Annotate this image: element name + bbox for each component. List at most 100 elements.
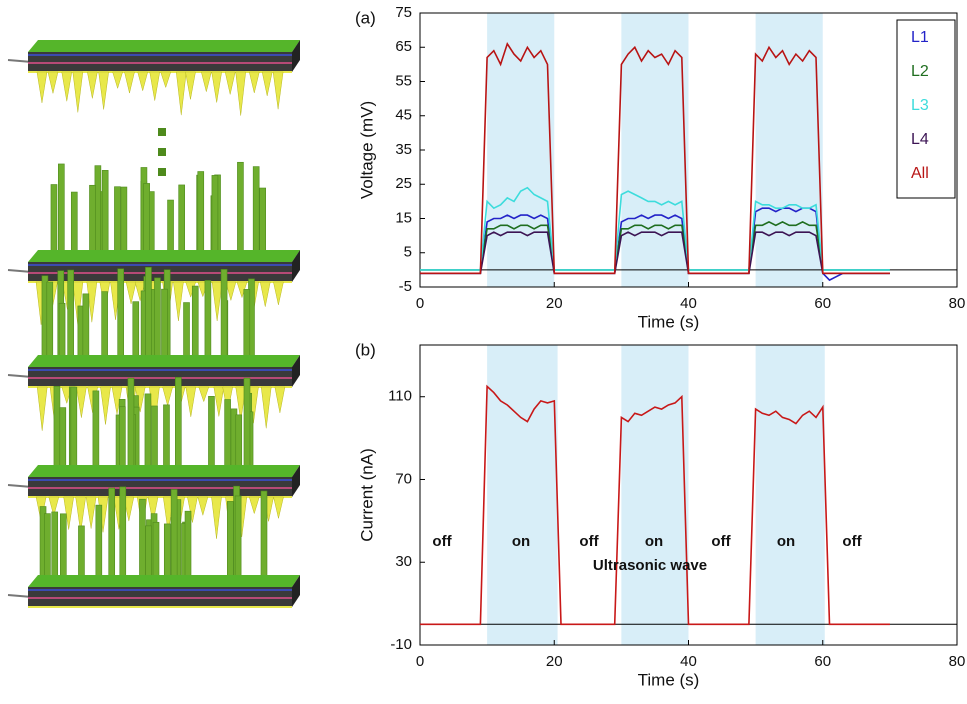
annotation: Ultrasonic wave [593,557,707,574]
nanowire [154,277,161,362]
nanowire [259,187,266,257]
tip [137,71,149,92]
ellipsis-dot [158,128,166,136]
plate-front [28,477,292,497]
tip [185,71,196,100]
y-tick-label: -5 [399,278,412,295]
y-axis-label: Voltage (mV) [357,101,376,199]
nanowire [145,525,152,582]
nanowire [120,186,128,257]
tip [98,71,109,110]
charts: 0 20 40 60 80 -5 5 15 25 35 45 55 65 75 Time (s) Voltag… [355,4,965,690]
tip [48,496,60,517]
legend-label: L4 [911,131,929,148]
tip [224,71,236,95]
nanowire [151,405,158,472]
nanowire [117,268,124,362]
tip [76,386,87,418]
annotation: off [842,533,862,550]
y-tick-label: 65 [395,38,412,55]
tip [100,386,111,425]
nanowire [132,301,140,362]
nanowire [119,486,127,582]
nanowire [224,399,231,472]
tip [175,71,187,116]
shaded-span [621,345,689,645]
tip [160,71,172,89]
legend-box [896,19,956,199]
plate-front [28,52,292,72]
nanowire [220,269,228,362]
nanowire [70,386,78,472]
y-tick-label: 15 [395,209,412,226]
nanowire [60,513,67,582]
tip [185,386,197,417]
y-tick-label: 55 [395,72,412,89]
tip [75,496,86,533]
tip [72,71,84,113]
nanowire [237,161,244,257]
tip [261,71,273,96]
nanowire [59,407,67,472]
x-tick-label: 0 [416,295,424,312]
plate-side [292,355,300,387]
tip [211,71,222,103]
tip [248,71,260,94]
nanowire [227,501,234,582]
nanowire [243,289,251,362]
tip [85,496,97,529]
nanowire [44,513,51,582]
nanowire [208,396,215,472]
tip [273,281,284,305]
data-line [420,221,890,271]
x-axis-label: Time (s) [638,670,700,689]
data-line [420,231,890,275]
y-tick-label: 25 [395,175,412,192]
tip [211,281,223,321]
nanowire [78,525,85,582]
y-tick-label: -10 [390,636,412,653]
tip [260,386,272,429]
x-tick-label: 80 [949,653,966,670]
plate-top [28,355,300,367]
nanowire [127,377,135,472]
tip [248,496,260,515]
x-axis-label: Time (s) [638,312,700,331]
panel-label: (b) [355,340,376,359]
nanowire [144,393,152,472]
y-axis-label: Current (nA) [357,448,376,542]
nanowire [82,293,90,362]
nanowire [204,280,212,362]
plate-side [292,575,300,607]
annotation: off [432,533,452,550]
plate-side [292,465,300,497]
nanowire [108,487,116,582]
nanowire [175,377,182,472]
y-tick-label: 110 [388,388,412,405]
annotation: off [579,533,599,550]
nanowire [143,183,150,257]
legend-label: All [911,165,929,182]
y-tick-label: 35 [395,141,412,158]
x-tick-label: 60 [814,653,831,670]
shaded-span [487,345,558,645]
shaded-span [755,345,825,645]
tip [125,281,137,304]
tip [72,281,84,326]
annotation: off [711,533,731,550]
plate-side [292,250,300,282]
nanowire [70,191,78,257]
nanowire [101,291,108,362]
tip [259,281,271,307]
data-line [420,207,890,282]
nanowire [184,510,192,582]
tip [47,71,59,94]
nanowire [119,406,126,472]
nanowire [167,199,174,257]
nanowire [163,404,170,472]
tip [36,71,48,103]
data-line [420,41,890,275]
tip [173,281,184,321]
tip [63,496,74,530]
